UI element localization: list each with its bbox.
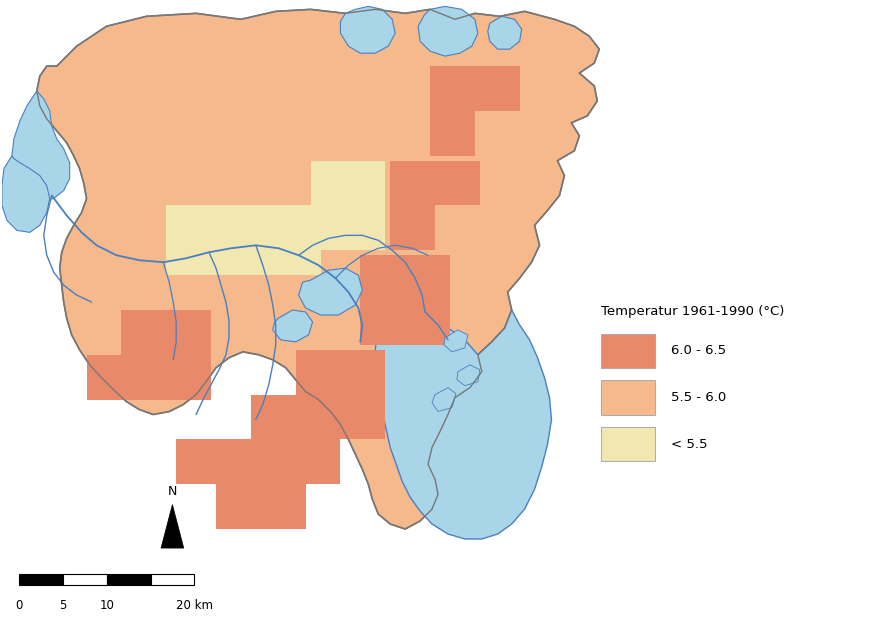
- Polygon shape: [216, 439, 260, 484]
- Polygon shape: [444, 330, 467, 352]
- Text: 0: 0: [16, 599, 23, 612]
- Polygon shape: [37, 9, 599, 529]
- Polygon shape: [251, 394, 296, 439]
- Text: Temperatur 1961-1990 (°C): Temperatur 1961-1990 (°C): [600, 305, 783, 318]
- Polygon shape: [404, 300, 449, 345]
- Polygon shape: [340, 6, 395, 53]
- FancyBboxPatch shape: [19, 574, 63, 585]
- Polygon shape: [488, 16, 521, 49]
- Polygon shape: [121, 310, 166, 355]
- Polygon shape: [360, 255, 404, 300]
- Polygon shape: [176, 439, 221, 484]
- Polygon shape: [389, 160, 434, 205]
- Polygon shape: [389, 205, 434, 250]
- Polygon shape: [246, 205, 320, 275]
- Text: 5: 5: [60, 599, 67, 612]
- Polygon shape: [310, 160, 385, 205]
- Polygon shape: [430, 66, 474, 111]
- Text: < 5.5: < 5.5: [670, 437, 706, 451]
- Polygon shape: [474, 66, 519, 111]
- FancyBboxPatch shape: [107, 574, 150, 585]
- Polygon shape: [374, 310, 551, 539]
- Polygon shape: [2, 156, 50, 232]
- Polygon shape: [166, 205, 246, 275]
- Polygon shape: [251, 439, 296, 484]
- Polygon shape: [260, 484, 305, 529]
- Text: N: N: [168, 485, 177, 499]
- Polygon shape: [87, 355, 132, 399]
- Polygon shape: [12, 91, 69, 200]
- FancyBboxPatch shape: [600, 381, 654, 414]
- Text: 20 km: 20 km: [175, 599, 212, 612]
- Polygon shape: [121, 355, 166, 399]
- Text: 5.5 - 6.0: 5.5 - 6.0: [670, 391, 725, 404]
- FancyBboxPatch shape: [600, 427, 654, 461]
- Polygon shape: [166, 310, 210, 355]
- Polygon shape: [166, 355, 210, 399]
- Polygon shape: [310, 205, 385, 250]
- FancyBboxPatch shape: [150, 574, 194, 585]
- Text: 6.0 - 6.5: 6.0 - 6.5: [670, 344, 725, 358]
- Polygon shape: [456, 365, 479, 386]
- Polygon shape: [360, 300, 404, 345]
- Polygon shape: [296, 394, 340, 439]
- FancyBboxPatch shape: [63, 574, 107, 585]
- Polygon shape: [434, 160, 479, 205]
- Polygon shape: [404, 255, 449, 300]
- Polygon shape: [298, 268, 362, 315]
- FancyBboxPatch shape: [600, 334, 654, 368]
- Polygon shape: [417, 6, 477, 56]
- Polygon shape: [431, 388, 455, 412]
- Polygon shape: [160, 505, 183, 548]
- Polygon shape: [340, 350, 385, 394]
- Text: 10: 10: [99, 599, 114, 612]
- Polygon shape: [296, 350, 340, 394]
- Polygon shape: [340, 394, 385, 439]
- Polygon shape: [296, 439, 340, 484]
- Polygon shape: [273, 310, 312, 342]
- Polygon shape: [216, 484, 260, 529]
- Polygon shape: [430, 111, 474, 156]
